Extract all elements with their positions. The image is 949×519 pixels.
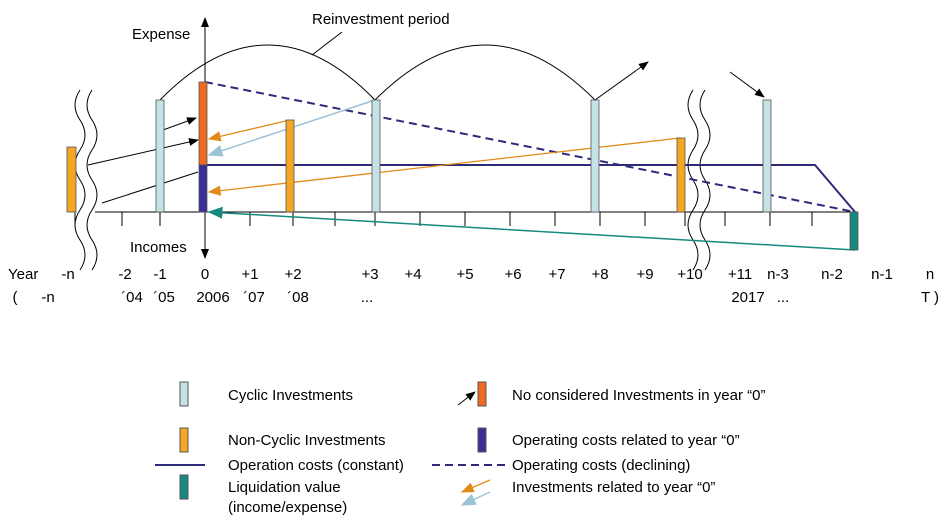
legend-text: (income/expense) xyxy=(228,499,347,516)
year-label: +6 xyxy=(504,266,521,283)
year-label: +10 xyxy=(677,266,702,283)
year-label: 0 xyxy=(201,266,209,283)
year-label: 2006 xyxy=(196,289,229,306)
year-label: n-1 xyxy=(871,266,893,283)
incomes-label: Incomes xyxy=(130,239,187,256)
year-label: ( xyxy=(13,289,18,306)
year-label: T ) xyxy=(921,289,939,306)
year-label: +7 xyxy=(548,266,565,283)
year-label: ´07 xyxy=(243,289,265,306)
year-label: n xyxy=(926,266,934,283)
legend-text: Operating costs (declining) xyxy=(512,457,690,474)
legend-text: Liquidation value xyxy=(228,479,341,496)
year-label: -1 xyxy=(153,266,166,283)
year-label: +11 xyxy=(728,266,752,283)
year-label: n-2 xyxy=(821,266,843,283)
year-label: 2017 xyxy=(731,289,764,306)
year-label: -n xyxy=(61,266,74,283)
year-label: +9 xyxy=(636,266,653,283)
year-label: ... xyxy=(361,289,374,306)
legend-text: Investments related to year “0” xyxy=(512,479,715,496)
year-label: ´04 xyxy=(121,289,143,306)
legend-text: Operating costs related to year “0” xyxy=(512,432,740,449)
legend-text: No considered Investments in year “0” xyxy=(512,387,765,404)
year-label: +3 xyxy=(361,266,378,283)
year-label: +2 xyxy=(284,266,301,283)
year-label: -n xyxy=(41,289,54,306)
year-label: Year xyxy=(8,266,38,283)
year-label: ´05 xyxy=(153,289,175,306)
year-label: +1 xyxy=(241,266,258,283)
bars xyxy=(66,81,859,251)
year-label: ... xyxy=(777,289,790,306)
legend-text: Non-Cyclic Investments xyxy=(228,432,386,449)
reinvestment-label: Reinvestment period xyxy=(312,11,450,28)
year-label: +4 xyxy=(404,266,421,283)
timeline xyxy=(74,17,858,271)
year-label: ´08 xyxy=(287,289,309,306)
cost-lines xyxy=(87,61,856,251)
year-label: +8 xyxy=(591,266,608,283)
legend: Operation costs (constant) Operating cos… xyxy=(155,381,765,516)
year-label: -2 xyxy=(118,266,131,283)
year-labels: -n -2 -1 0 +1 +2 +3 +4 +5 +6 +7 +8 +9 +10 +11 n-3 n-2 n-1… xyxy=(13,266,940,306)
legend-text: Cyclic Investments xyxy=(228,387,353,404)
expense-label: Expense xyxy=(132,26,190,43)
legend-text: Operation costs (constant) xyxy=(228,457,404,474)
year-label: n-3 xyxy=(767,266,789,283)
year-label: +5 xyxy=(456,266,473,283)
